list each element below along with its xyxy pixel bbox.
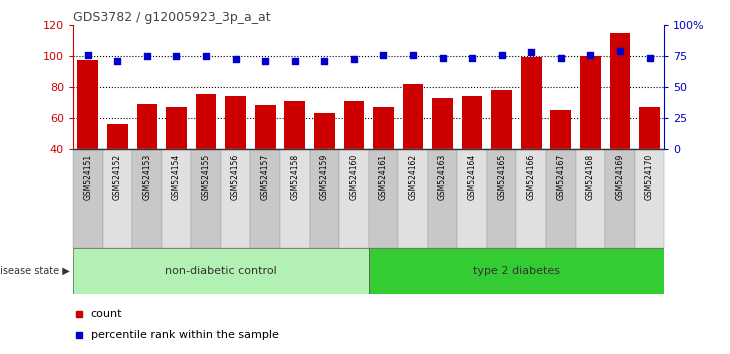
Text: GSM524160: GSM524160 xyxy=(350,154,358,200)
Bar xyxy=(639,107,660,149)
Bar xyxy=(428,149,458,248)
Bar xyxy=(221,149,250,248)
Bar xyxy=(491,90,512,149)
Point xyxy=(526,49,537,55)
Bar xyxy=(162,149,191,248)
Text: GSM524153: GSM524153 xyxy=(142,154,151,200)
Bar xyxy=(403,84,423,149)
Point xyxy=(230,57,242,62)
Bar xyxy=(399,149,428,248)
Text: GSM524167: GSM524167 xyxy=(556,154,565,200)
Point xyxy=(407,52,419,57)
Bar xyxy=(226,96,246,149)
Point xyxy=(555,55,566,61)
Bar xyxy=(314,113,334,149)
Point xyxy=(289,58,301,64)
Point xyxy=(466,55,478,61)
Bar xyxy=(517,149,546,248)
Bar xyxy=(285,101,305,149)
Bar xyxy=(457,149,487,248)
Bar xyxy=(369,149,399,248)
Text: GSM524169: GSM524169 xyxy=(615,154,624,200)
Text: percentile rank within the sample: percentile rank within the sample xyxy=(91,330,279,341)
Point xyxy=(437,55,448,61)
Point xyxy=(112,58,123,64)
Bar xyxy=(550,110,571,149)
Point xyxy=(171,53,182,58)
Text: GSM524158: GSM524158 xyxy=(291,154,299,200)
Text: GSM524163: GSM524163 xyxy=(438,154,447,200)
Bar xyxy=(635,149,664,248)
Bar xyxy=(521,57,542,149)
Text: type 2 diabetes: type 2 diabetes xyxy=(473,266,560,276)
Text: GSM524156: GSM524156 xyxy=(231,154,240,200)
Bar xyxy=(546,149,576,248)
Bar xyxy=(255,105,275,149)
Point xyxy=(200,53,212,58)
Point xyxy=(614,48,626,53)
Point xyxy=(348,57,360,62)
Text: GSM524152: GSM524152 xyxy=(113,154,122,200)
Text: GSM524157: GSM524157 xyxy=(261,154,269,200)
Text: GSM524164: GSM524164 xyxy=(468,154,477,200)
Bar xyxy=(166,107,187,149)
Point xyxy=(496,52,507,57)
Bar xyxy=(369,248,664,294)
Bar xyxy=(137,104,157,149)
Text: GSM524168: GSM524168 xyxy=(586,154,595,200)
Point xyxy=(259,58,271,64)
Bar xyxy=(280,149,310,248)
Text: non-diabetic control: non-diabetic control xyxy=(165,266,277,276)
Bar xyxy=(432,98,453,149)
Text: GSM524151: GSM524151 xyxy=(83,154,92,200)
Bar xyxy=(462,96,483,149)
Bar xyxy=(132,149,162,248)
Bar xyxy=(339,149,369,248)
Text: GSM524170: GSM524170 xyxy=(645,154,654,200)
Bar xyxy=(107,124,128,149)
Text: disease state ▶: disease state ▶ xyxy=(0,266,69,276)
Bar xyxy=(196,95,216,149)
Bar xyxy=(73,248,369,294)
Bar xyxy=(77,61,98,149)
Text: count: count xyxy=(91,309,122,319)
Bar xyxy=(610,33,630,149)
Point xyxy=(377,52,389,57)
Bar xyxy=(310,149,339,248)
Bar xyxy=(580,56,601,149)
Bar xyxy=(487,149,517,248)
Text: GSM524162: GSM524162 xyxy=(409,154,418,200)
Text: GSM524159: GSM524159 xyxy=(320,154,328,200)
Point xyxy=(141,53,153,58)
Text: GSM524166: GSM524166 xyxy=(527,154,536,200)
Point xyxy=(585,52,596,57)
Bar xyxy=(191,149,221,248)
Text: GSM524155: GSM524155 xyxy=(201,154,210,200)
Point xyxy=(644,55,656,61)
Text: GDS3782 / g12005923_3p_a_at: GDS3782 / g12005923_3p_a_at xyxy=(73,11,271,24)
Point xyxy=(82,52,93,57)
Bar xyxy=(605,149,635,248)
Text: GSM524161: GSM524161 xyxy=(379,154,388,200)
Bar xyxy=(373,107,393,149)
Bar xyxy=(73,149,102,248)
Text: GSM524154: GSM524154 xyxy=(172,154,181,200)
Point xyxy=(318,58,330,64)
Bar xyxy=(102,149,132,248)
Text: GSM524165: GSM524165 xyxy=(497,154,506,200)
Bar xyxy=(250,149,280,248)
Bar xyxy=(344,101,364,149)
Bar xyxy=(576,149,605,248)
